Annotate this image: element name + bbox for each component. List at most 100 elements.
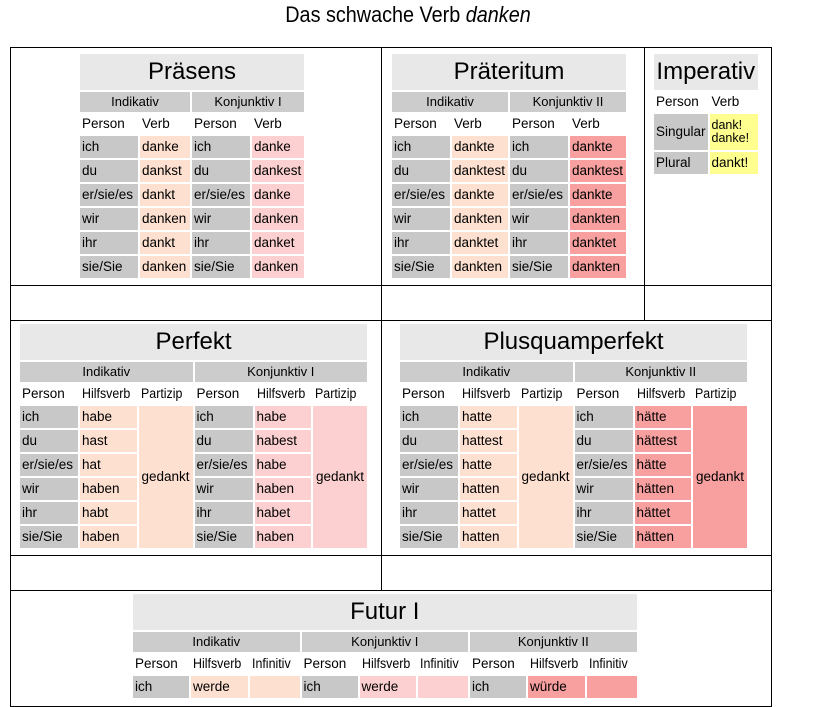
hilfsverb-header: Hilfsverb	[254, 384, 312, 404]
hilfsverb-cell: hatten	[460, 526, 517, 548]
hilfsverb-cell: haben	[254, 478, 312, 500]
person-cell: ich	[194, 406, 253, 428]
person-header: Person	[301, 654, 358, 674]
konjunktiv1-header: Konjunktiv I	[192, 92, 304, 112]
person-cell: ihr	[400, 502, 458, 524]
plural-label: Plural	[654, 152, 708, 174]
hilfsverb-label: Hilfsverb	[636, 386, 685, 401]
hilfsverb-cell: habt	[80, 502, 137, 524]
person-cell: ich	[192, 136, 250, 158]
infinitiv-header: Infinitiv	[418, 654, 469, 674]
person-cell: er/sie/es	[20, 454, 78, 476]
partizip-cell: gedankt	[138, 406, 193, 548]
verb-cell: dankst	[140, 160, 190, 182]
hilfsverb-cell: hattest	[460, 430, 517, 452]
person-cell: wir	[400, 478, 458, 500]
page-title: Das schwache Verb danken	[41, 2, 775, 28]
person-cell: du	[574, 430, 633, 452]
person-cell: er/sie/es	[400, 454, 458, 476]
hilfsverb-cell: habe	[254, 454, 312, 476]
hilfsverb-cell: haben	[80, 526, 137, 548]
person-cell: sie/Sie	[192, 256, 250, 278]
konjunktiv1-header: Konjunktiv I	[301, 632, 469, 652]
person-header: Person	[80, 114, 138, 134]
verb-cell: danktet	[452, 232, 508, 254]
person-cell: ihr	[20, 502, 78, 524]
verb-cell: danken	[140, 256, 190, 278]
person-cell: ihr	[510, 232, 568, 254]
indikativ-header: Indikativ	[80, 92, 190, 112]
infinitiv-label: Infinitiv	[588, 656, 628, 671]
hilfsverb-label: Hilfsverb	[361, 656, 410, 671]
verb-cell: danke	[252, 136, 304, 158]
person-cell: wir	[20, 478, 78, 500]
verb-header: Verb	[570, 114, 626, 134]
verb-header: Verb	[252, 114, 304, 134]
hilfsverb-label: Hilfsverb	[530, 656, 579, 671]
person-cell: sie/Sie	[20, 526, 78, 548]
person-cell: er/sie/es	[392, 184, 450, 206]
person-cell: ihr	[192, 232, 250, 254]
title-verb: danken	[465, 2, 531, 27]
verb-cell: danktet	[570, 232, 626, 254]
praeteritum-title: Präteritum	[392, 54, 626, 90]
partizip-label: Partizip	[520, 386, 562, 401]
verb-cell: dankte	[452, 136, 508, 158]
perfekt-table: Perfekt Indikativ Konjunktiv I Person Hilf…	[18, 322, 369, 550]
person-cell: sie/Sie	[510, 256, 568, 278]
person-header: Person	[574, 384, 633, 404]
praeteritum-table: Präteritum Indikativ Konjunktiv II Person…	[390, 52, 628, 280]
hilfsverb-header: Hilfsverb	[80, 384, 137, 404]
verb-header: Verb	[140, 114, 190, 134]
person-cell: ich	[133, 676, 189, 698]
person-header: Person	[400, 384, 458, 404]
person-header: Person	[133, 654, 189, 674]
partizip-label: Partizip	[140, 386, 182, 401]
hilfsverb-cell: haben	[254, 526, 312, 548]
hilfsverb-cell: hatte	[460, 406, 517, 428]
infinitiv-label: Infinitiv	[420, 656, 459, 671]
verb-cell: danktest	[570, 160, 626, 182]
partizip-label: Partizip	[695, 386, 737, 401]
futur1-title: Futur I	[133, 594, 637, 630]
person-cell: sie/Sie	[574, 526, 633, 548]
person-cell: wir	[510, 208, 568, 230]
person-cell: sie/Sie	[80, 256, 138, 278]
verb-cell: danken	[140, 208, 190, 230]
plusquamperfekt-title: Plusquamperfekt	[400, 324, 748, 360]
hilfsverb-cell: hättest	[634, 430, 692, 452]
person-cell: ihr	[194, 502, 253, 524]
person-cell: wir	[80, 208, 138, 230]
hilfsverb-label: Hilfsverb	[462, 386, 511, 401]
konjunktiv2-header: Konjunktiv II	[574, 362, 748, 382]
plural-form: dankt!	[709, 152, 758, 174]
grid-divider	[10, 590, 772, 591]
hilfsverb-label: Hilfsverb	[193, 656, 242, 671]
verb-cell: dankte	[452, 184, 508, 206]
singular-form2: danke!	[711, 131, 750, 145]
person-cell: er/sie/es	[194, 454, 253, 476]
hilfsverb-cell: hast	[80, 430, 137, 452]
person-cell: ihr	[392, 232, 450, 254]
hilfsverb-header: Hilfsverb	[460, 384, 517, 404]
hilfsverb-cell: haben	[80, 478, 137, 500]
verb-cell: dankten	[570, 256, 626, 278]
person-cell: er/sie/es	[574, 454, 633, 476]
verb-cell: danken	[252, 208, 304, 230]
partizip-header: Partizip	[138, 384, 193, 404]
hilfsverb-cell: habest	[254, 430, 312, 452]
hilfsverb-label: Hilfsverb	[82, 386, 131, 401]
hilfsverb-cell: hatten	[460, 478, 517, 500]
infinitiv-cell	[418, 676, 469, 698]
indikativ-header: Indikativ	[400, 362, 573, 382]
partizip-cell: gedankt	[693, 406, 748, 548]
person-cell: wir	[194, 478, 253, 500]
verb-cell: danke	[140, 136, 190, 158]
indikativ-header: Indikativ	[392, 92, 508, 112]
partizip-header: Partizip	[518, 384, 573, 404]
infinitiv-label: Infinitiv	[251, 656, 291, 671]
person-cell: wir	[574, 478, 633, 500]
partizip-cell: gedankt	[313, 406, 368, 548]
singular-label: Singular	[654, 114, 708, 150]
indikativ-header: Indikativ	[20, 362, 193, 382]
